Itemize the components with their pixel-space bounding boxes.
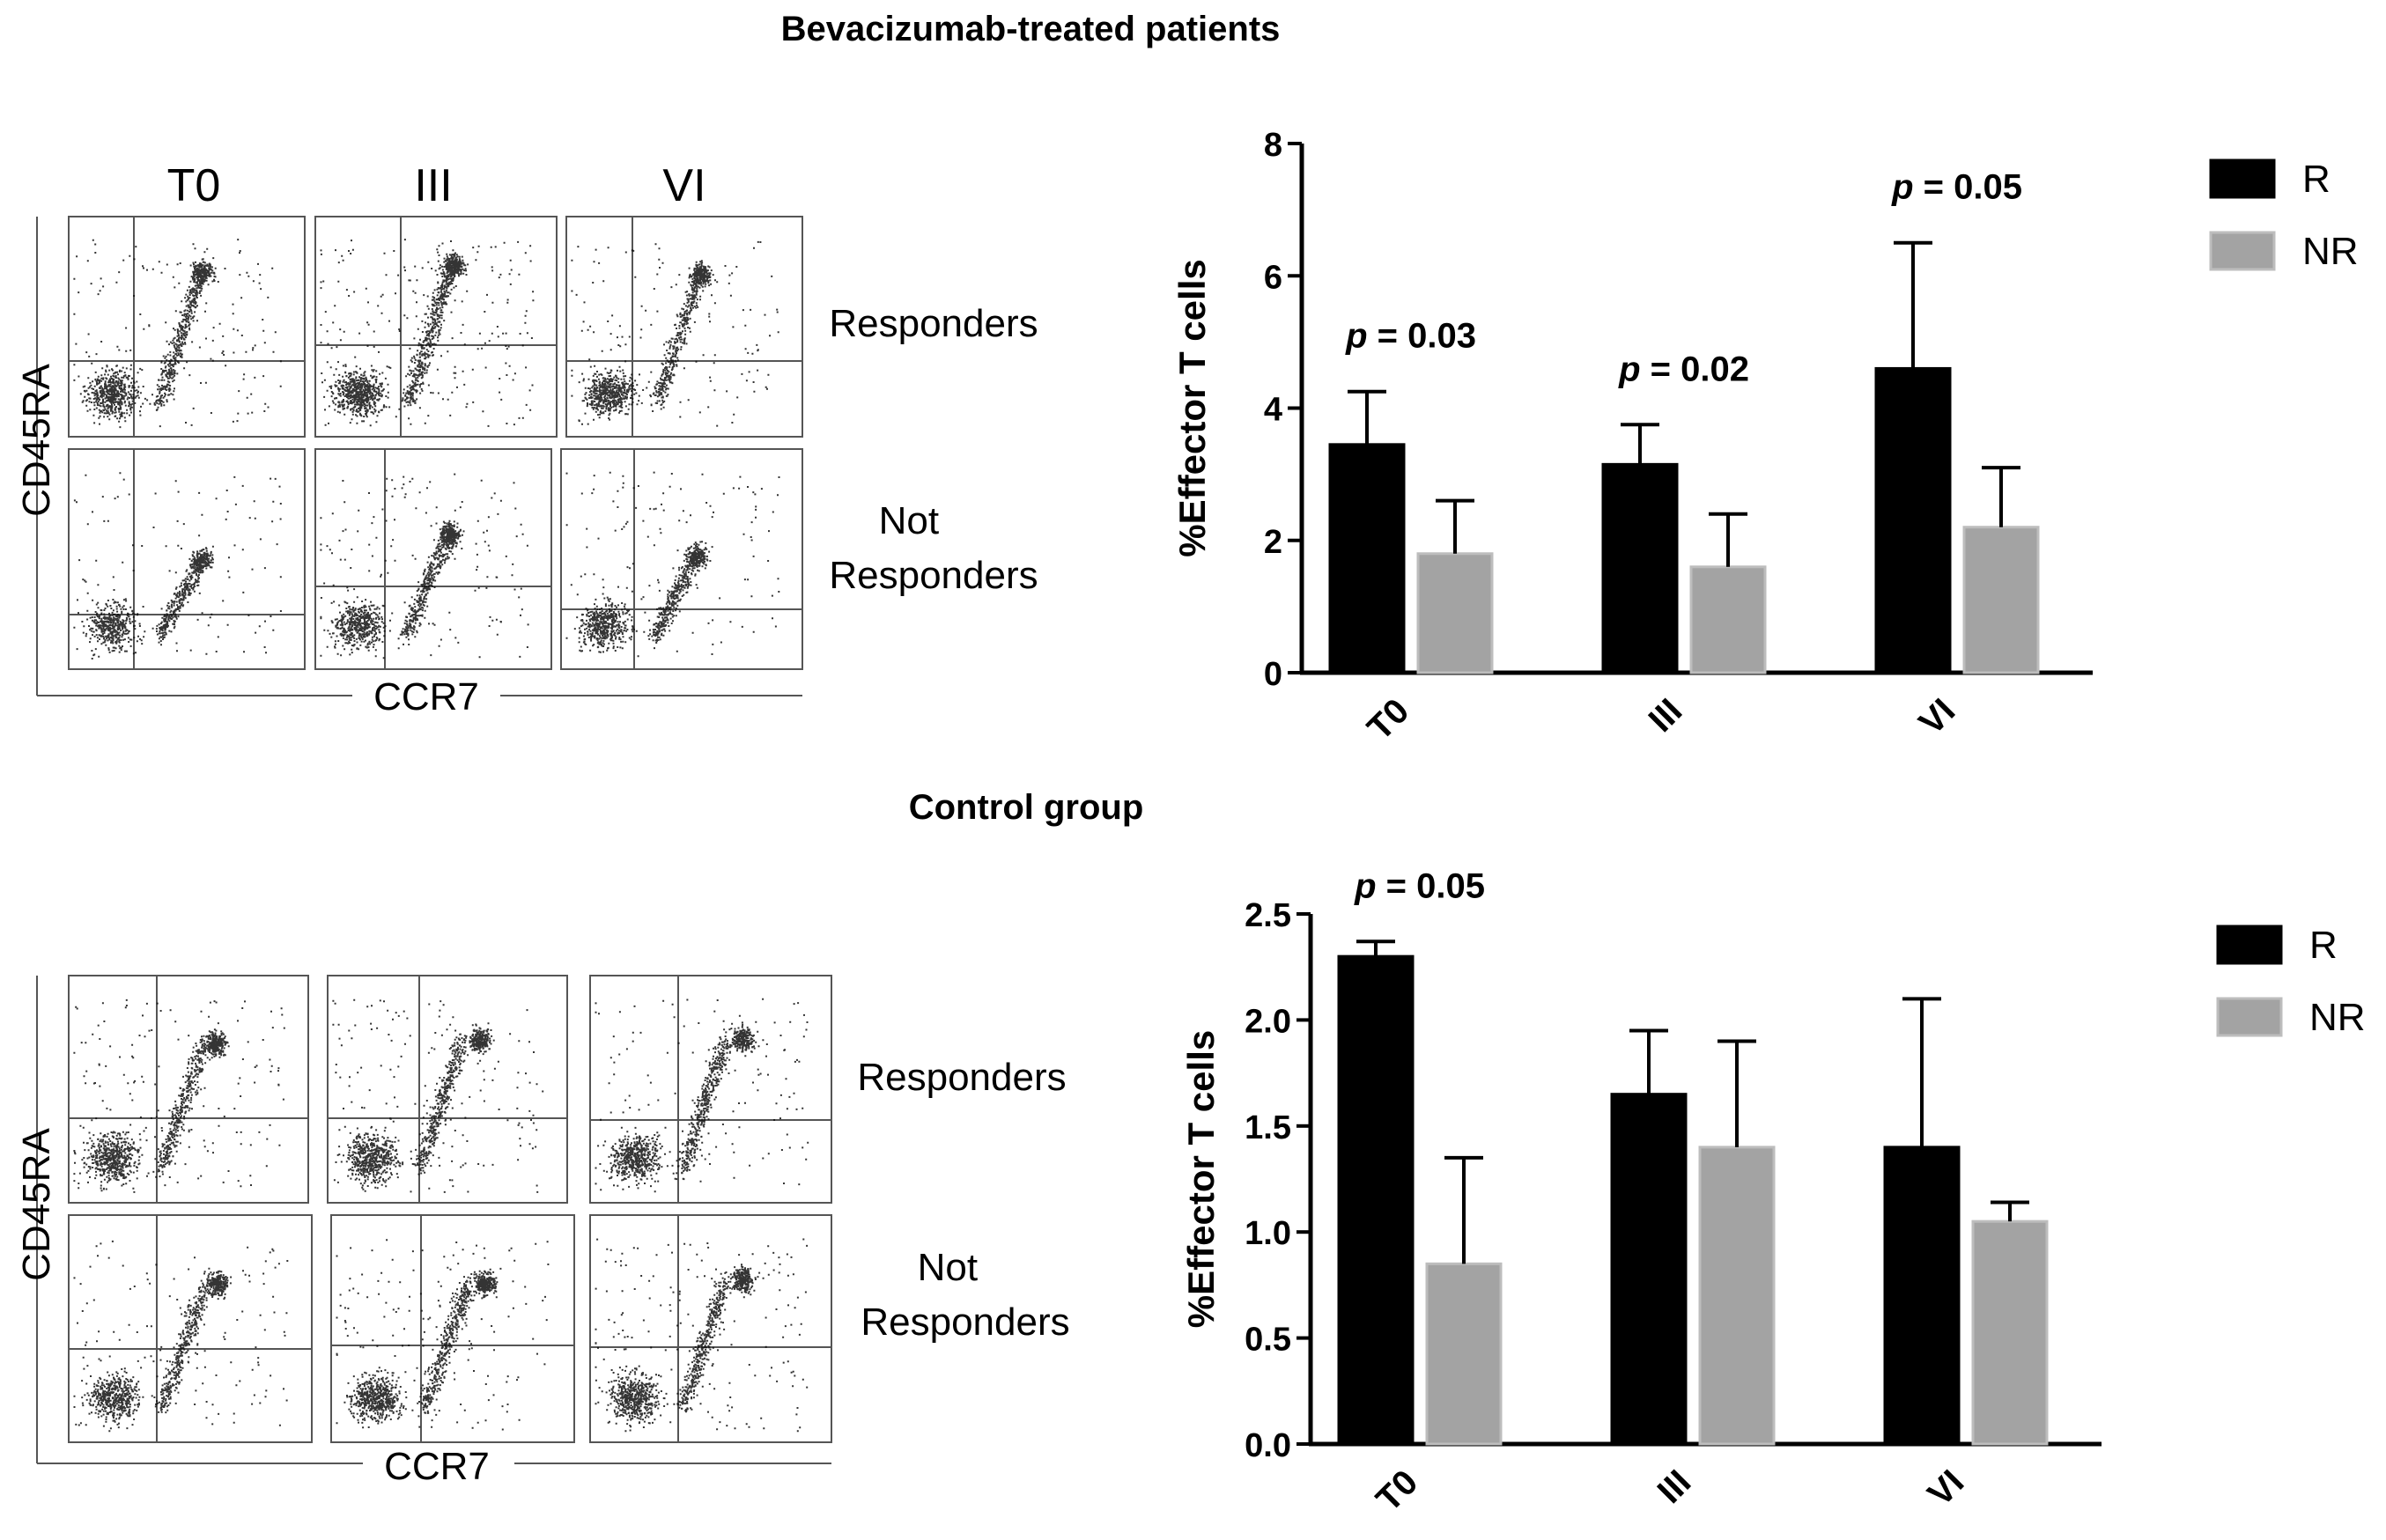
flow-column-header-vi: VI [662, 160, 705, 211]
flow-plot-nr-iii [314, 448, 552, 670]
legend-swatch-nr [2216, 997, 2283, 1037]
bar-nr-iii [1689, 565, 1767, 674]
p-value-annotation: p = 0.02 [1618, 350, 1749, 388]
flow-plot-ctrl-r-iii [327, 975, 568, 1204]
ctrl-flow-row-label-not-responders: Not Responders [861, 1246, 1069, 1344]
flow-panel-control: CD45RA CCR7 Responders Not Responders [15, 975, 1070, 1488]
y-tick-label: 2.0 [1245, 1003, 1291, 1040]
y-tick-label: 0.0 [1245, 1427, 1291, 1464]
ctrl-flow-row-label-responders: Responders [857, 1056, 1066, 1099]
y-axis-label: %Effector T cells [1180, 1030, 1222, 1328]
bar-nr-t0 [1425, 1262, 1503, 1446]
flow-plot-ctrl-r-vi [589, 975, 832, 1204]
x-tick-label: VI [1912, 691, 1963, 742]
p-value-symbol: p [1891, 168, 1913, 207]
flow-plot-nr-vi [560, 448, 803, 670]
p-value-text: = 0.02 [1641, 350, 1749, 388]
flow-column-header-iii: III [414, 160, 452, 211]
legend-label-r: R [2309, 924, 2338, 967]
bar-chart-control: 0.0 0.5 1.0 1.5 2.0 2.5 %Effector T cells T0 III… [1180, 866, 2366, 1519]
bar-nr-t0 [1416, 552, 1494, 674]
flow-plot-r-iii [314, 216, 558, 438]
flow-column-header-t0: T0 [167, 160, 221, 211]
y-tick-label: 6 [1264, 259, 1282, 296]
y-tick-label: 2 [1264, 524, 1282, 561]
y-axis-label: %Effector T cells [1171, 259, 1213, 556]
flow-plot-ctrl-nr-t0 [68, 1214, 313, 1443]
legend-swatch-r [2209, 158, 2276, 199]
p-value-annotation: p = 0.03 [1345, 317, 1476, 356]
legend-label-nr: NR [2309, 996, 2366, 1039]
flow-panel-bevacizumab: T0 III VI [15, 160, 1038, 718]
top-figure-title: Bevacizumab-treated patients [781, 10, 1281, 48]
bar-r-iii [1610, 1093, 1688, 1446]
bar-nr-vi [1971, 1219, 2049, 1446]
bar-r-vi [1874, 366, 1952, 674]
y-tick-label: 8 [1264, 127, 1282, 164]
p-value-text: = 0.05 [1914, 168, 2022, 207]
x-tick-label: III [1651, 1463, 1699, 1511]
legend-label-nr: NR [2302, 230, 2359, 273]
flow-plot-ctrl-nr-iii [330, 1214, 575, 1443]
y-tick-label: 0 [1264, 656, 1282, 693]
p-value-text: = 0.05 [1377, 866, 1485, 905]
y-tick-label: 2.5 [1245, 897, 1291, 934]
legend-swatch-nr [2209, 231, 2276, 271]
flow-row-label-not-responders: Not Responders [829, 499, 1038, 597]
p-value-annotation: p = 0.05 [1354, 866, 1485, 905]
p-value-text: = 0.03 [1368, 317, 1476, 356]
x-tick-label: T0 [1369, 1463, 1425, 1519]
ctrl-flow-x-axis-label: CCR7 [384, 1445, 490, 1488]
p-value-symbol: p [1354, 866, 1376, 905]
flow-row-label-responders: Responders [829, 302, 1038, 345]
flow-plot-ctrl-nr-vi [589, 1214, 832, 1443]
flow-plot-r-vi [565, 216, 803, 438]
x-tick-label: III [1642, 691, 1690, 740]
x-tick-label: T0 [1360, 691, 1416, 748]
bar-r-t0 [1328, 443, 1406, 674]
y-tick-label: 1.5 [1245, 1109, 1291, 1146]
y-tick-label: 4 [1264, 392, 1282, 429]
flow-plot-r-t0 [68, 216, 306, 438]
flow-x-axis-label: CCR7 [373, 675, 479, 718]
bar-nr-vi [1962, 526, 2040, 674]
legend-swatch-r [2216, 925, 2283, 965]
x-tick-label: VI [1921, 1463, 1972, 1514]
flow-y-axis-label: CD45RA [15, 364, 58, 517]
p-value-symbol: p [1345, 317, 1367, 356]
y-tick-label: 1.0 [1245, 1215, 1291, 1252]
y-tick-label: 0.5 [1245, 1322, 1291, 1359]
p-value-annotation: p = 0.05 [1891, 168, 2022, 207]
bar-r-t0 [1337, 954, 1415, 1446]
legend-label-r: R [2302, 158, 2331, 201]
bar-r-iii [1601, 462, 1679, 674]
p-value-symbol: p [1618, 350, 1640, 388]
bar-nr-iii [1698, 1146, 1776, 1446]
ctrl-flow-y-axis-label: CD45RA [15, 1128, 58, 1281]
bottom-figure-title: Control group [909, 788, 1144, 827]
flow-plot-ctrl-r-t0 [68, 975, 309, 1204]
bar-r-vi [1883, 1146, 1961, 1446]
flow-plot-nr-t0 [68, 448, 306, 670]
